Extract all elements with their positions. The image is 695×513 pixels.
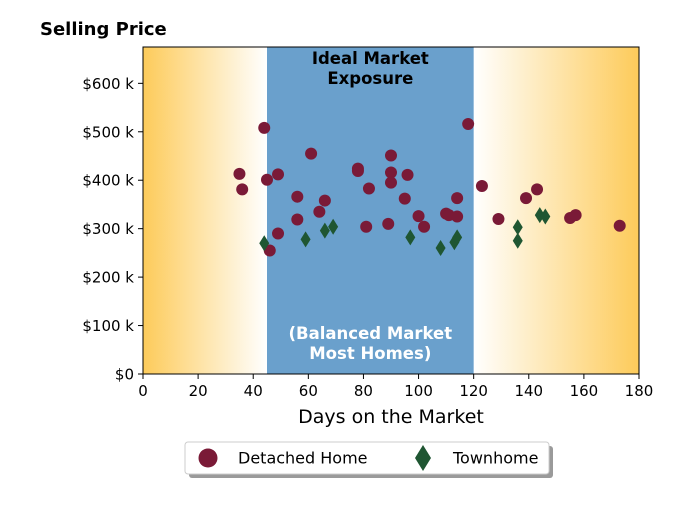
detached-home-point <box>520 192 533 205</box>
detached-home-point <box>451 192 464 205</box>
detached-home-point <box>385 166 397 179</box>
detached-home-point <box>385 149 397 162</box>
x-tick-label: 160 <box>570 382 599 400</box>
data-points <box>233 118 626 257</box>
detached-home-point <box>291 190 304 203</box>
townhome-point <box>512 219 523 236</box>
band-bottom-label-line: (Balanced Market <box>289 324 453 343</box>
detached-home-point <box>263 244 276 257</box>
legend-townhome-label: Townhome <box>452 449 538 468</box>
detached-home-point <box>398 192 411 205</box>
band-top-label-line: Exposure <box>327 69 413 88</box>
y-tick-label: $100 k <box>82 317 134 335</box>
band-top-label-line: Ideal Market <box>312 49 429 68</box>
y-tick-label: $200 k <box>82 269 134 287</box>
x-tick-label: 60 <box>299 382 318 400</box>
townhome-point <box>300 231 311 248</box>
detached-home-point <box>492 212 505 225</box>
detached-home-point <box>272 168 285 181</box>
townhome-point <box>512 232 523 249</box>
detached-home-point <box>305 147 318 160</box>
detached-home-point <box>412 210 425 223</box>
detached-home-point <box>385 176 397 189</box>
detached-home-point <box>382 217 395 230</box>
detached-home-point <box>318 194 331 207</box>
detached-home-point <box>531 183 544 196</box>
detached-home-point <box>451 210 464 223</box>
detached-home-point <box>261 173 273 186</box>
detached-home-point <box>360 220 373 233</box>
detached-home-point <box>362 182 375 195</box>
x-tick-label: 140 <box>514 382 543 400</box>
y-tick-label: $400 k <box>82 172 134 190</box>
x-tick-label: 80 <box>354 382 373 400</box>
detached-home-point <box>401 168 414 181</box>
detached-home-point <box>569 209 582 222</box>
townhome-point <box>435 240 446 257</box>
x-tick-label: 180 <box>625 382 654 400</box>
legend: Detached Home Townhome <box>184 441 553 478</box>
x-axis-label: Days on the Market <box>298 406 484 428</box>
townhome-point <box>319 222 330 239</box>
ideal-exposure-band <box>267 47 474 374</box>
left-gradient-zone <box>143 47 267 374</box>
legend-box <box>184 441 550 475</box>
y-tick-label: $300 k <box>82 220 134 238</box>
detached-home-point <box>351 165 364 178</box>
detached-home-point <box>418 220 431 233</box>
plot-frame <box>142 46 640 375</box>
townhome-point <box>328 218 339 235</box>
detached-home-point <box>233 167 246 180</box>
townhome-point <box>540 208 551 225</box>
y-tick-label: $500 k <box>82 123 134 141</box>
townhome-point <box>405 229 416 246</box>
detached-home-point <box>236 183 249 196</box>
detached-home-point <box>475 180 488 193</box>
legend-detached-label: Detached Home <box>238 449 368 468</box>
chart-title: Selling Price <box>40 19 167 40</box>
x-tick-label: 20 <box>189 382 208 400</box>
right-gradient-zone <box>473 47 639 374</box>
legend-townhome-marker <box>415 445 431 471</box>
detached-home-point <box>613 219 626 232</box>
x-axis: 0 20 40 60 80 100 120 140 160 180 <box>138 374 653 400</box>
band-bottom-label-line: Most Homes) <box>309 344 431 363</box>
x-tick-label: 0 <box>138 382 148 400</box>
townhome-point <box>452 229 463 246</box>
detached-home-point <box>258 121 271 134</box>
x-tick-label: 100 <box>404 382 433 400</box>
x-tick-label: 120 <box>459 382 488 400</box>
y-tick-label: $0 <box>115 366 134 384</box>
detached-home-point <box>462 118 475 131</box>
detached-home-point <box>291 213 304 226</box>
y-tick-label: $600 k <box>82 75 134 93</box>
x-tick-label: 40 <box>244 382 263 400</box>
legend-detached-marker <box>198 448 218 468</box>
detached-home-point <box>313 205 326 218</box>
plot-background <box>143 47 639 374</box>
y-axis: $0 $100 k $200 k $300 k $400 k $500 k $600 k <box>82 75 143 384</box>
detached-home-point <box>272 227 285 240</box>
townhome-point <box>259 235 270 252</box>
